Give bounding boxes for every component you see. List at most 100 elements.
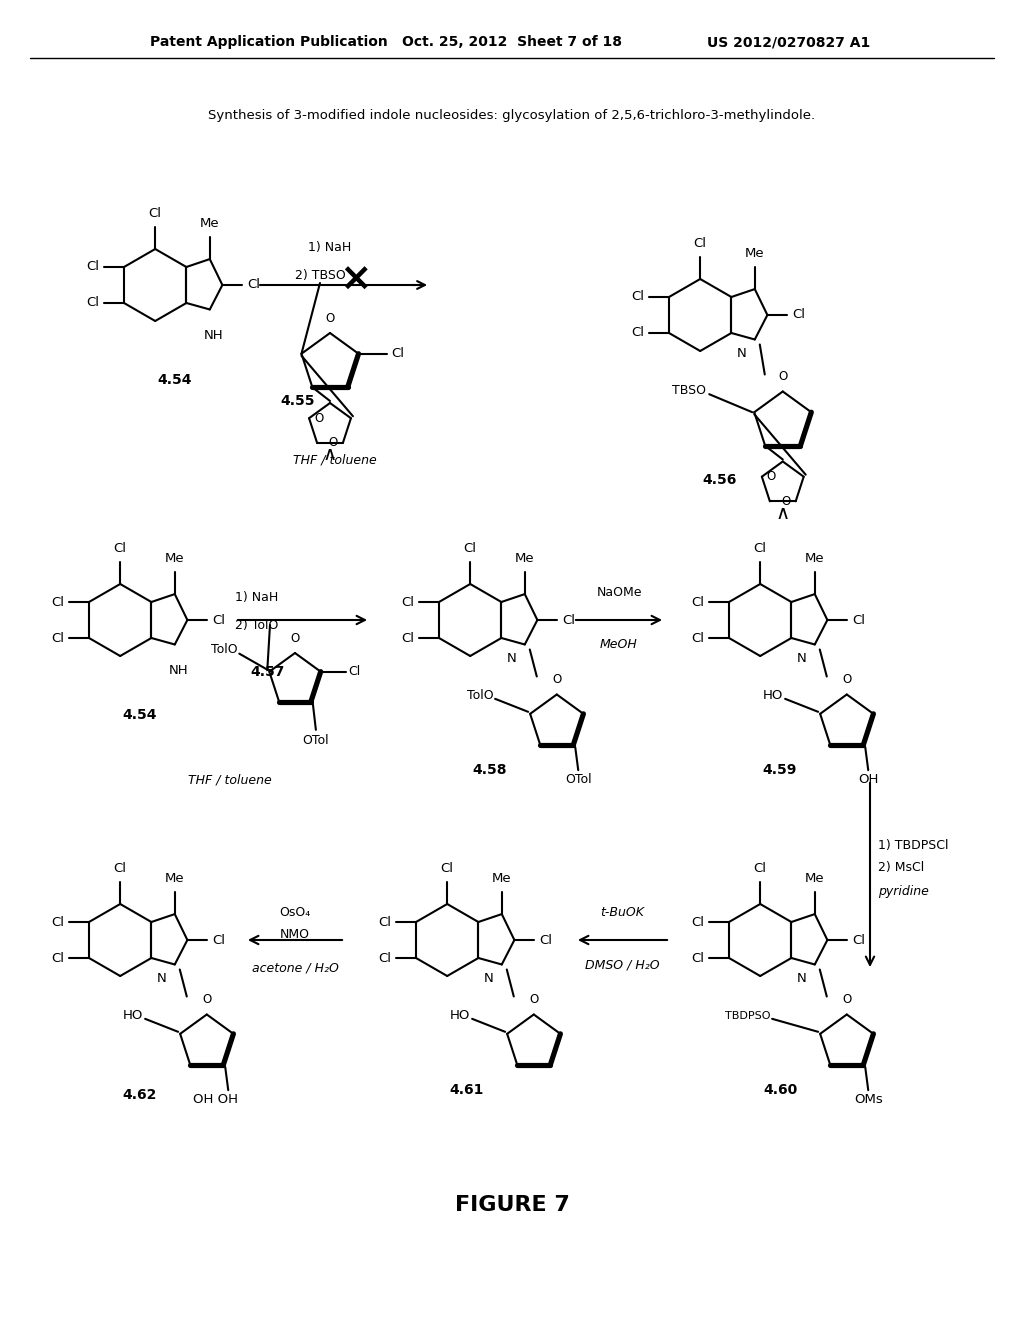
Text: Cl: Cl [631, 326, 644, 339]
Text: Cl: Cl [391, 347, 404, 360]
Text: Cl: Cl [51, 631, 65, 644]
Text: TBSO: TBSO [672, 384, 707, 397]
Text: OMs: OMs [854, 1093, 883, 1106]
Text: Oct. 25, 2012  Sheet 7 of 18: Oct. 25, 2012 Sheet 7 of 18 [402, 36, 622, 49]
Text: Cl: Cl [212, 614, 225, 627]
Text: Cl: Cl [378, 916, 391, 928]
Text: O: O [781, 495, 791, 508]
Text: THF / toluene: THF / toluene [188, 774, 272, 787]
Text: Synthesis of 3-modified indole nucleosides: glycosylation of 2,5,6-trichloro-3-m: Synthesis of 3-modified indole nucleosid… [209, 108, 815, 121]
Text: O: O [202, 994, 211, 1006]
Text: Cl: Cl [693, 238, 707, 251]
Text: Me: Me [165, 873, 184, 886]
Text: OH: OH [858, 774, 879, 787]
Text: TolO: TolO [467, 689, 494, 702]
Text: NH: NH [169, 664, 188, 677]
Text: Cl: Cl [691, 595, 705, 609]
Text: Cl: Cl [754, 543, 767, 556]
Text: t-BuOK: t-BuOK [600, 906, 644, 919]
Text: 2) TolO: 2) TolO [234, 619, 279, 631]
Text: Cl: Cl [691, 952, 705, 965]
Text: Cl: Cl [852, 933, 865, 946]
Text: acetone / H₂O: acetone / H₂O [252, 961, 339, 974]
Text: 2) TBSO: 2) TBSO [295, 268, 346, 281]
Text: TolO: TolO [211, 643, 238, 656]
Text: Me: Me [805, 553, 824, 565]
Text: 1) NaH: 1) NaH [308, 240, 351, 253]
Text: O: O [552, 673, 561, 686]
Text: O: O [326, 312, 335, 325]
Text: O: O [329, 437, 338, 449]
Text: O: O [767, 470, 776, 483]
Text: Me: Me [805, 873, 824, 886]
Text: Me: Me [165, 553, 184, 565]
Text: 1) TBDPSCl: 1) TBDPSCl [878, 838, 948, 851]
Text: NaOMe: NaOMe [596, 586, 642, 598]
Text: TBDPSO: TBDPSO [725, 1011, 770, 1020]
Text: Cl: Cl [754, 862, 767, 875]
Text: OH OH: OH OH [193, 1093, 238, 1106]
Text: MeOH: MeOH [600, 639, 638, 652]
Text: pyridine: pyridine [878, 884, 929, 898]
Text: Cl: Cl [51, 595, 65, 609]
Text: ∧: ∧ [775, 504, 790, 523]
Text: Patent Application Publication: Patent Application Publication [150, 36, 388, 49]
Text: Cl: Cl [401, 595, 415, 609]
Text: Cl: Cl [540, 933, 552, 946]
Text: THF / toluene: THF / toluene [293, 454, 377, 466]
Text: Cl: Cl [464, 543, 477, 556]
Text: Cl: Cl [212, 933, 225, 946]
Text: 4.56: 4.56 [702, 473, 737, 487]
Text: N: N [507, 652, 517, 665]
Text: O: O [314, 412, 324, 425]
Text: Me: Me [515, 553, 535, 565]
Text: Cl: Cl [852, 614, 865, 627]
Text: O: O [529, 994, 539, 1006]
Text: Cl: Cl [793, 309, 805, 322]
Text: HO: HO [123, 1010, 143, 1022]
Text: Cl: Cl [691, 631, 705, 644]
Text: Cl: Cl [691, 916, 705, 928]
Text: Cl: Cl [86, 297, 99, 309]
Text: US 2012/0270827 A1: US 2012/0270827 A1 [707, 36, 870, 49]
Text: HO: HO [763, 689, 783, 702]
Text: 4.54: 4.54 [158, 374, 193, 387]
Text: 4.58: 4.58 [473, 763, 507, 777]
Text: Me: Me [492, 873, 512, 886]
Text: DMSO / H₂O: DMSO / H₂O [585, 958, 659, 972]
Text: OTol: OTol [565, 774, 592, 787]
Text: N: N [484, 973, 494, 986]
Text: FIGURE 7: FIGURE 7 [455, 1195, 569, 1214]
Text: 4.57: 4.57 [251, 665, 285, 678]
Text: O: O [842, 994, 851, 1006]
Text: 4.54: 4.54 [123, 708, 158, 722]
Text: Cl: Cl [440, 862, 454, 875]
Text: Cl: Cl [349, 665, 360, 678]
Text: ∧: ∧ [323, 446, 337, 465]
Text: Cl: Cl [562, 614, 575, 627]
Text: OsO₄: OsO₄ [280, 906, 310, 919]
Text: Me: Me [745, 247, 765, 260]
Text: O: O [778, 371, 787, 384]
Text: NH: NH [204, 329, 223, 342]
Text: 4.61: 4.61 [450, 1082, 484, 1097]
Text: N: N [797, 652, 807, 665]
Text: Cl: Cl [114, 543, 127, 556]
Text: 4.55: 4.55 [281, 393, 315, 408]
Text: Cl: Cl [51, 916, 65, 928]
Text: O: O [291, 632, 300, 645]
Text: 4.62: 4.62 [123, 1088, 158, 1102]
Text: Cl: Cl [86, 260, 99, 273]
Text: Cl: Cl [401, 631, 415, 644]
Text: 2) MsCl: 2) MsCl [878, 862, 925, 874]
Text: Me: Me [200, 218, 219, 231]
Text: ×: × [339, 261, 372, 300]
Text: Cl: Cl [247, 279, 260, 292]
Text: 1) NaH: 1) NaH [234, 591, 279, 605]
Text: N: N [737, 347, 746, 360]
Text: Cl: Cl [631, 290, 644, 304]
Text: O: O [842, 673, 851, 686]
Text: 4.59: 4.59 [763, 763, 798, 777]
Text: HO: HO [450, 1010, 470, 1022]
Text: N: N [157, 973, 167, 986]
